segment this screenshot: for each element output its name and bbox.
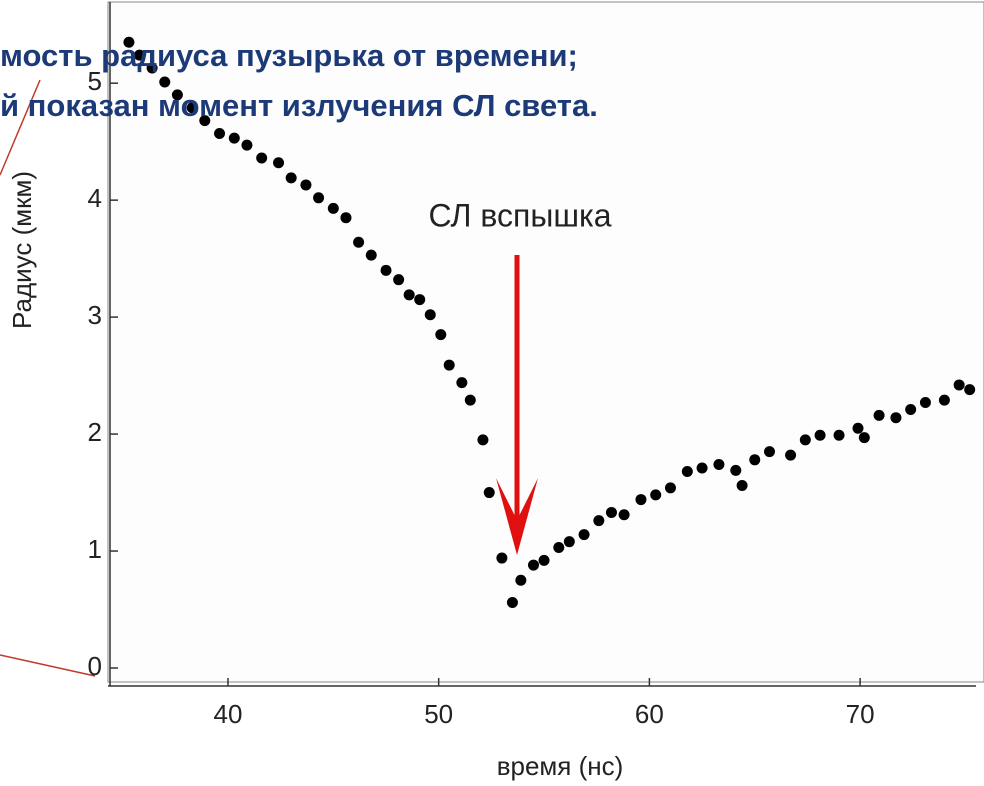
point [785,449,797,461]
plot-area [107,1,984,683]
point [228,132,240,144]
point [938,394,950,406]
point [919,396,931,408]
title-line: мость радиуса пузырька от времени; [0,38,578,73]
point [506,597,518,608]
point [456,377,468,389]
x-tick-label: 40 [214,699,243,729]
point [443,359,455,371]
y-tick-label: 0 [88,651,102,681]
point [186,102,198,114]
point [123,36,135,48]
point [593,515,605,527]
x-axis-label: время (нс) [497,751,624,781]
point [340,212,352,224]
point [553,542,565,554]
point [664,482,676,494]
point [618,509,630,521]
point [380,264,392,276]
y-tick-label: 2 [88,417,102,447]
point [313,192,325,204]
annotation: СЛ вспышка [428,197,611,233]
point [873,409,885,421]
title-line: й показан момент излучения СЛ света. [0,88,598,123]
decor-line [0,654,96,677]
point [650,489,662,501]
point [635,494,647,506]
decor-line [0,79,41,176]
point [477,434,489,446]
point [749,454,761,466]
point [563,536,575,548]
point [730,464,742,476]
y-tick-label: 5 [88,66,102,96]
point [464,394,476,406]
point [833,429,845,441]
y-tick-label: 3 [88,300,102,330]
x-tick-label: 50 [424,699,453,729]
point [814,429,826,441]
point [353,236,365,248]
y-axis-label: Радиус (мкм) [7,171,37,329]
point [159,76,171,88]
point [528,559,539,571]
point [905,404,917,416]
point [713,458,725,470]
point [852,422,864,434]
point [285,172,297,184]
x-tick-label: 70 [846,699,875,729]
point [199,115,211,127]
point [858,432,870,444]
point [273,157,285,169]
point [393,274,405,286]
point [133,49,145,61]
point [890,412,902,424]
point [300,179,312,191]
point [414,294,426,306]
point [696,462,708,474]
point [483,487,495,499]
point [515,574,527,586]
point [256,152,268,164]
point [214,127,226,139]
point [365,249,377,261]
x-tick-label: 60 [635,699,664,729]
point [241,139,253,151]
point [764,446,775,458]
point [403,289,415,301]
point [799,434,811,446]
point [681,466,693,477]
point [736,480,748,492]
point [605,506,617,518]
point [171,89,183,101]
point [953,379,965,391]
point [578,529,590,541]
y-tick-label: 4 [88,183,102,213]
point [538,554,550,566]
point [327,202,339,214]
point [424,309,436,321]
point [496,552,508,564]
point [435,329,447,341]
point [146,62,158,74]
y-tick-label: 1 [88,534,102,564]
flash-arrow [496,255,538,555]
point [964,384,976,396]
